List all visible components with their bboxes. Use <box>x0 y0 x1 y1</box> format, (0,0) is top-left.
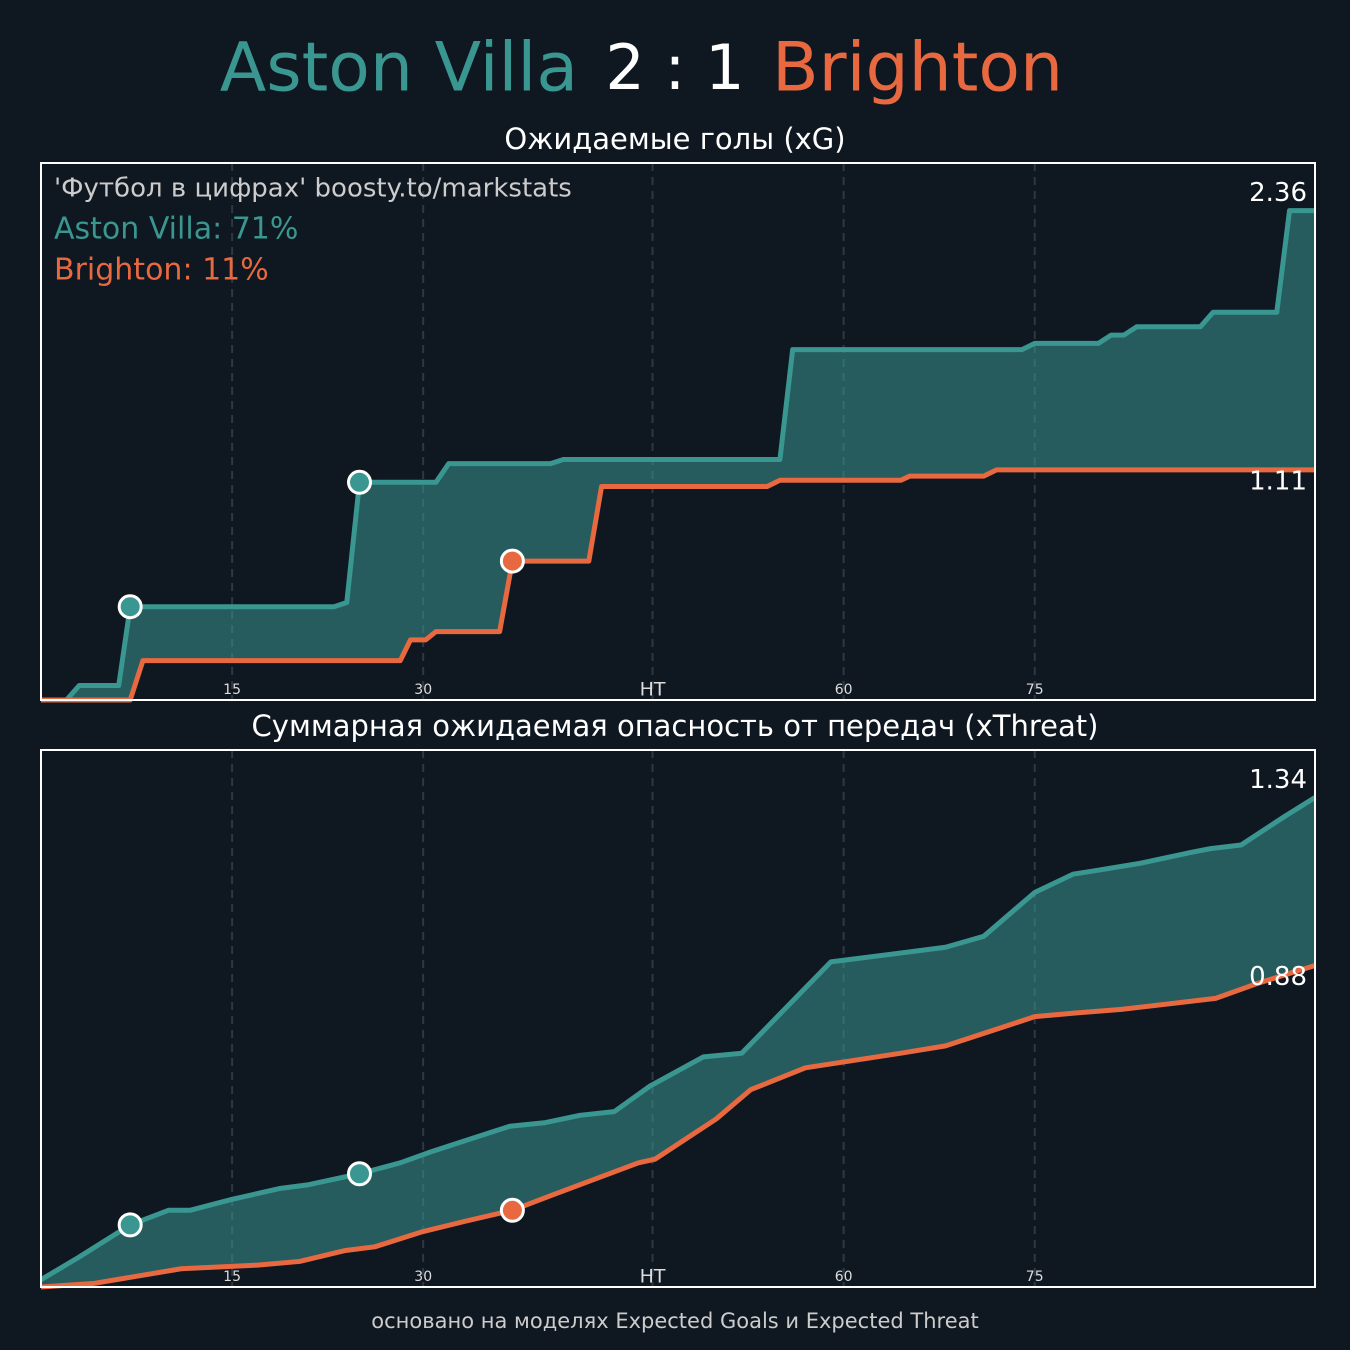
goal-marker <box>499 1197 525 1223</box>
footer: основано на моделях Expected Goals и Exp… <box>371 1309 978 1333</box>
x-tick-label: 60 <box>835 1269 853 1285</box>
x-tick-label: HT <box>640 679 666 701</box>
end-label: 2.36 <box>1249 178 1307 208</box>
plot-frame <box>40 162 1316 701</box>
goal-marker <box>347 469 372 495</box>
goal-marker <box>117 594 143 620</box>
series-line <box>41 467 1315 703</box>
annotation: Aston Villa: 71% <box>54 212 298 247</box>
x-tick-label: 30 <box>414 1269 432 1285</box>
series-line <box>39 795 1317 1282</box>
plot-frame <box>40 749 1316 1288</box>
x-tick-label: 60 <box>835 682 853 698</box>
x-tick-label: 15 <box>223 682 241 698</box>
end-label: 1.34 <box>1249 765 1307 795</box>
x-tick-label: HT <box>640 1266 666 1288</box>
x-tick-label: 30 <box>414 682 432 698</box>
goal-marker <box>117 1212 143 1238</box>
end-label: 0.88 <box>1249 962 1307 992</box>
panel-title: Суммарная ожидаемая опасность от передач… <box>252 709 1099 743</box>
annotation: 'Футбол в цифрах' boosty.to/markstats <box>54 174 572 204</box>
area-between <box>41 210 1315 700</box>
home-team: Aston Villa <box>220 29 578 108</box>
away-team: Brighton <box>772 29 1063 108</box>
annotation: Brighton: 11% <box>54 253 269 288</box>
goal-marker <box>499 548 525 574</box>
x-tick-label: 75 <box>1026 682 1044 698</box>
end-label: 1.11 <box>1249 466 1307 496</box>
area-between <box>41 797 1315 1287</box>
panel-title: Ожидаемые голы (xG) <box>504 122 845 156</box>
x-tick-label: 15 <box>223 1269 241 1285</box>
score: 2 : 1 <box>605 31 744 104</box>
goal-marker <box>347 1161 372 1187</box>
x-tick-label: 75 <box>1026 1269 1044 1285</box>
series-line <box>40 963 1316 1290</box>
